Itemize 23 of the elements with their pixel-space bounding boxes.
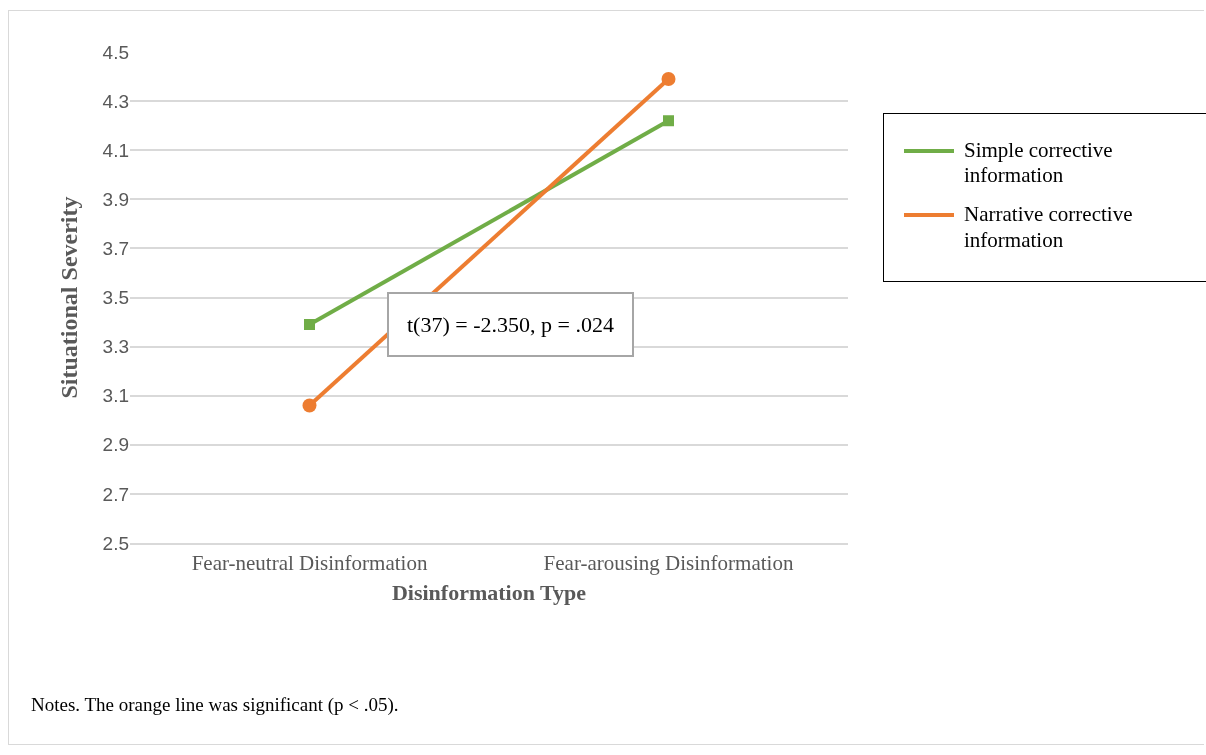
y-tick-label: 4.3 [102, 90, 129, 112]
legend-label: Narrative corrective information [964, 202, 1134, 253]
x-axis-title: Disinformation Type [391, 579, 587, 605]
y-tick-label: 2.7 [102, 483, 129, 505]
y-tick-label: 3.1 [102, 385, 129, 407]
y-tick-label: 2.9 [102, 434, 129, 456]
y-tick-label: 3.5 [102, 287, 129, 309]
x-tick-label: Fear-neutral Disinformation [191, 551, 428, 576]
y-axis-title: Situational Severity [55, 196, 82, 399]
y-tick-label: 4.1 [102, 139, 129, 161]
annotation: t(37) = -2.350, p = .024 [407, 312, 614, 337]
point [661, 72, 676, 86]
y-tick-label: 3.7 [102, 238, 129, 260]
y-tick-label: 2.5 [102, 532, 129, 554]
y-tick-label: 3.3 [102, 336, 129, 358]
legend-label: Simple corrective information [964, 138, 1114, 189]
x-tick-label: Fear-arousing Disinformation [543, 551, 794, 576]
text: Notes. The orange line was significant (p < .05). [31, 694, 399, 716]
point [663, 115, 674, 127]
y-tick-label: 4.5 [102, 41, 129, 63]
y-tick-label: 3.9 [102, 188, 129, 210]
point [304, 319, 315, 331]
point [302, 398, 317, 413]
